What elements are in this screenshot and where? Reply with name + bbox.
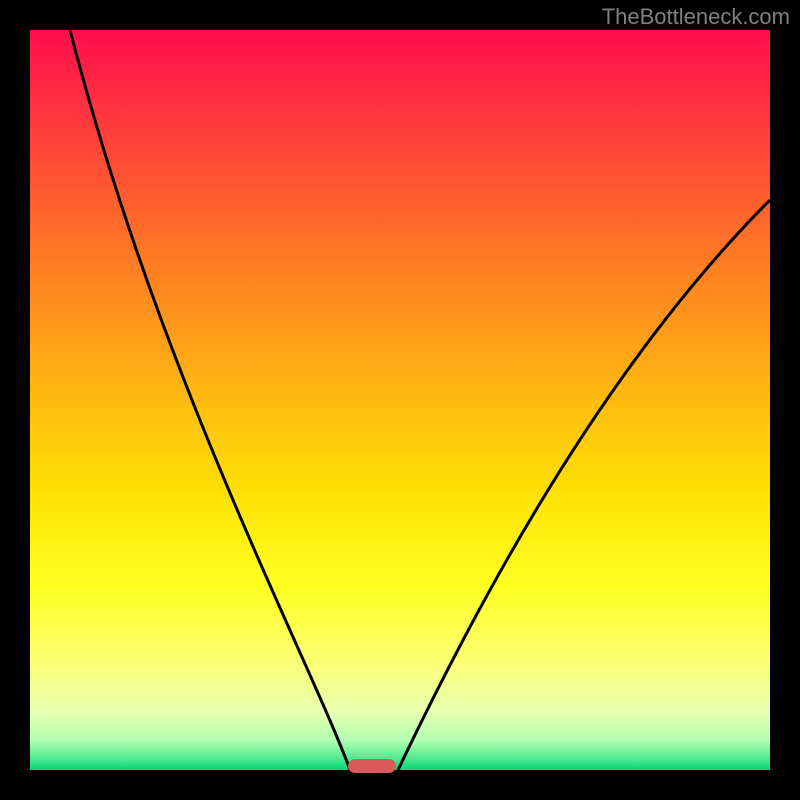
watermark-label: TheBottleneck.com bbox=[602, 4, 790, 30]
chart-root: TheBottleneck.com bbox=[0, 0, 800, 800]
plot-background bbox=[30, 30, 770, 770]
v-curve-chart bbox=[0, 0, 800, 800]
optimal-marker bbox=[348, 759, 396, 773]
